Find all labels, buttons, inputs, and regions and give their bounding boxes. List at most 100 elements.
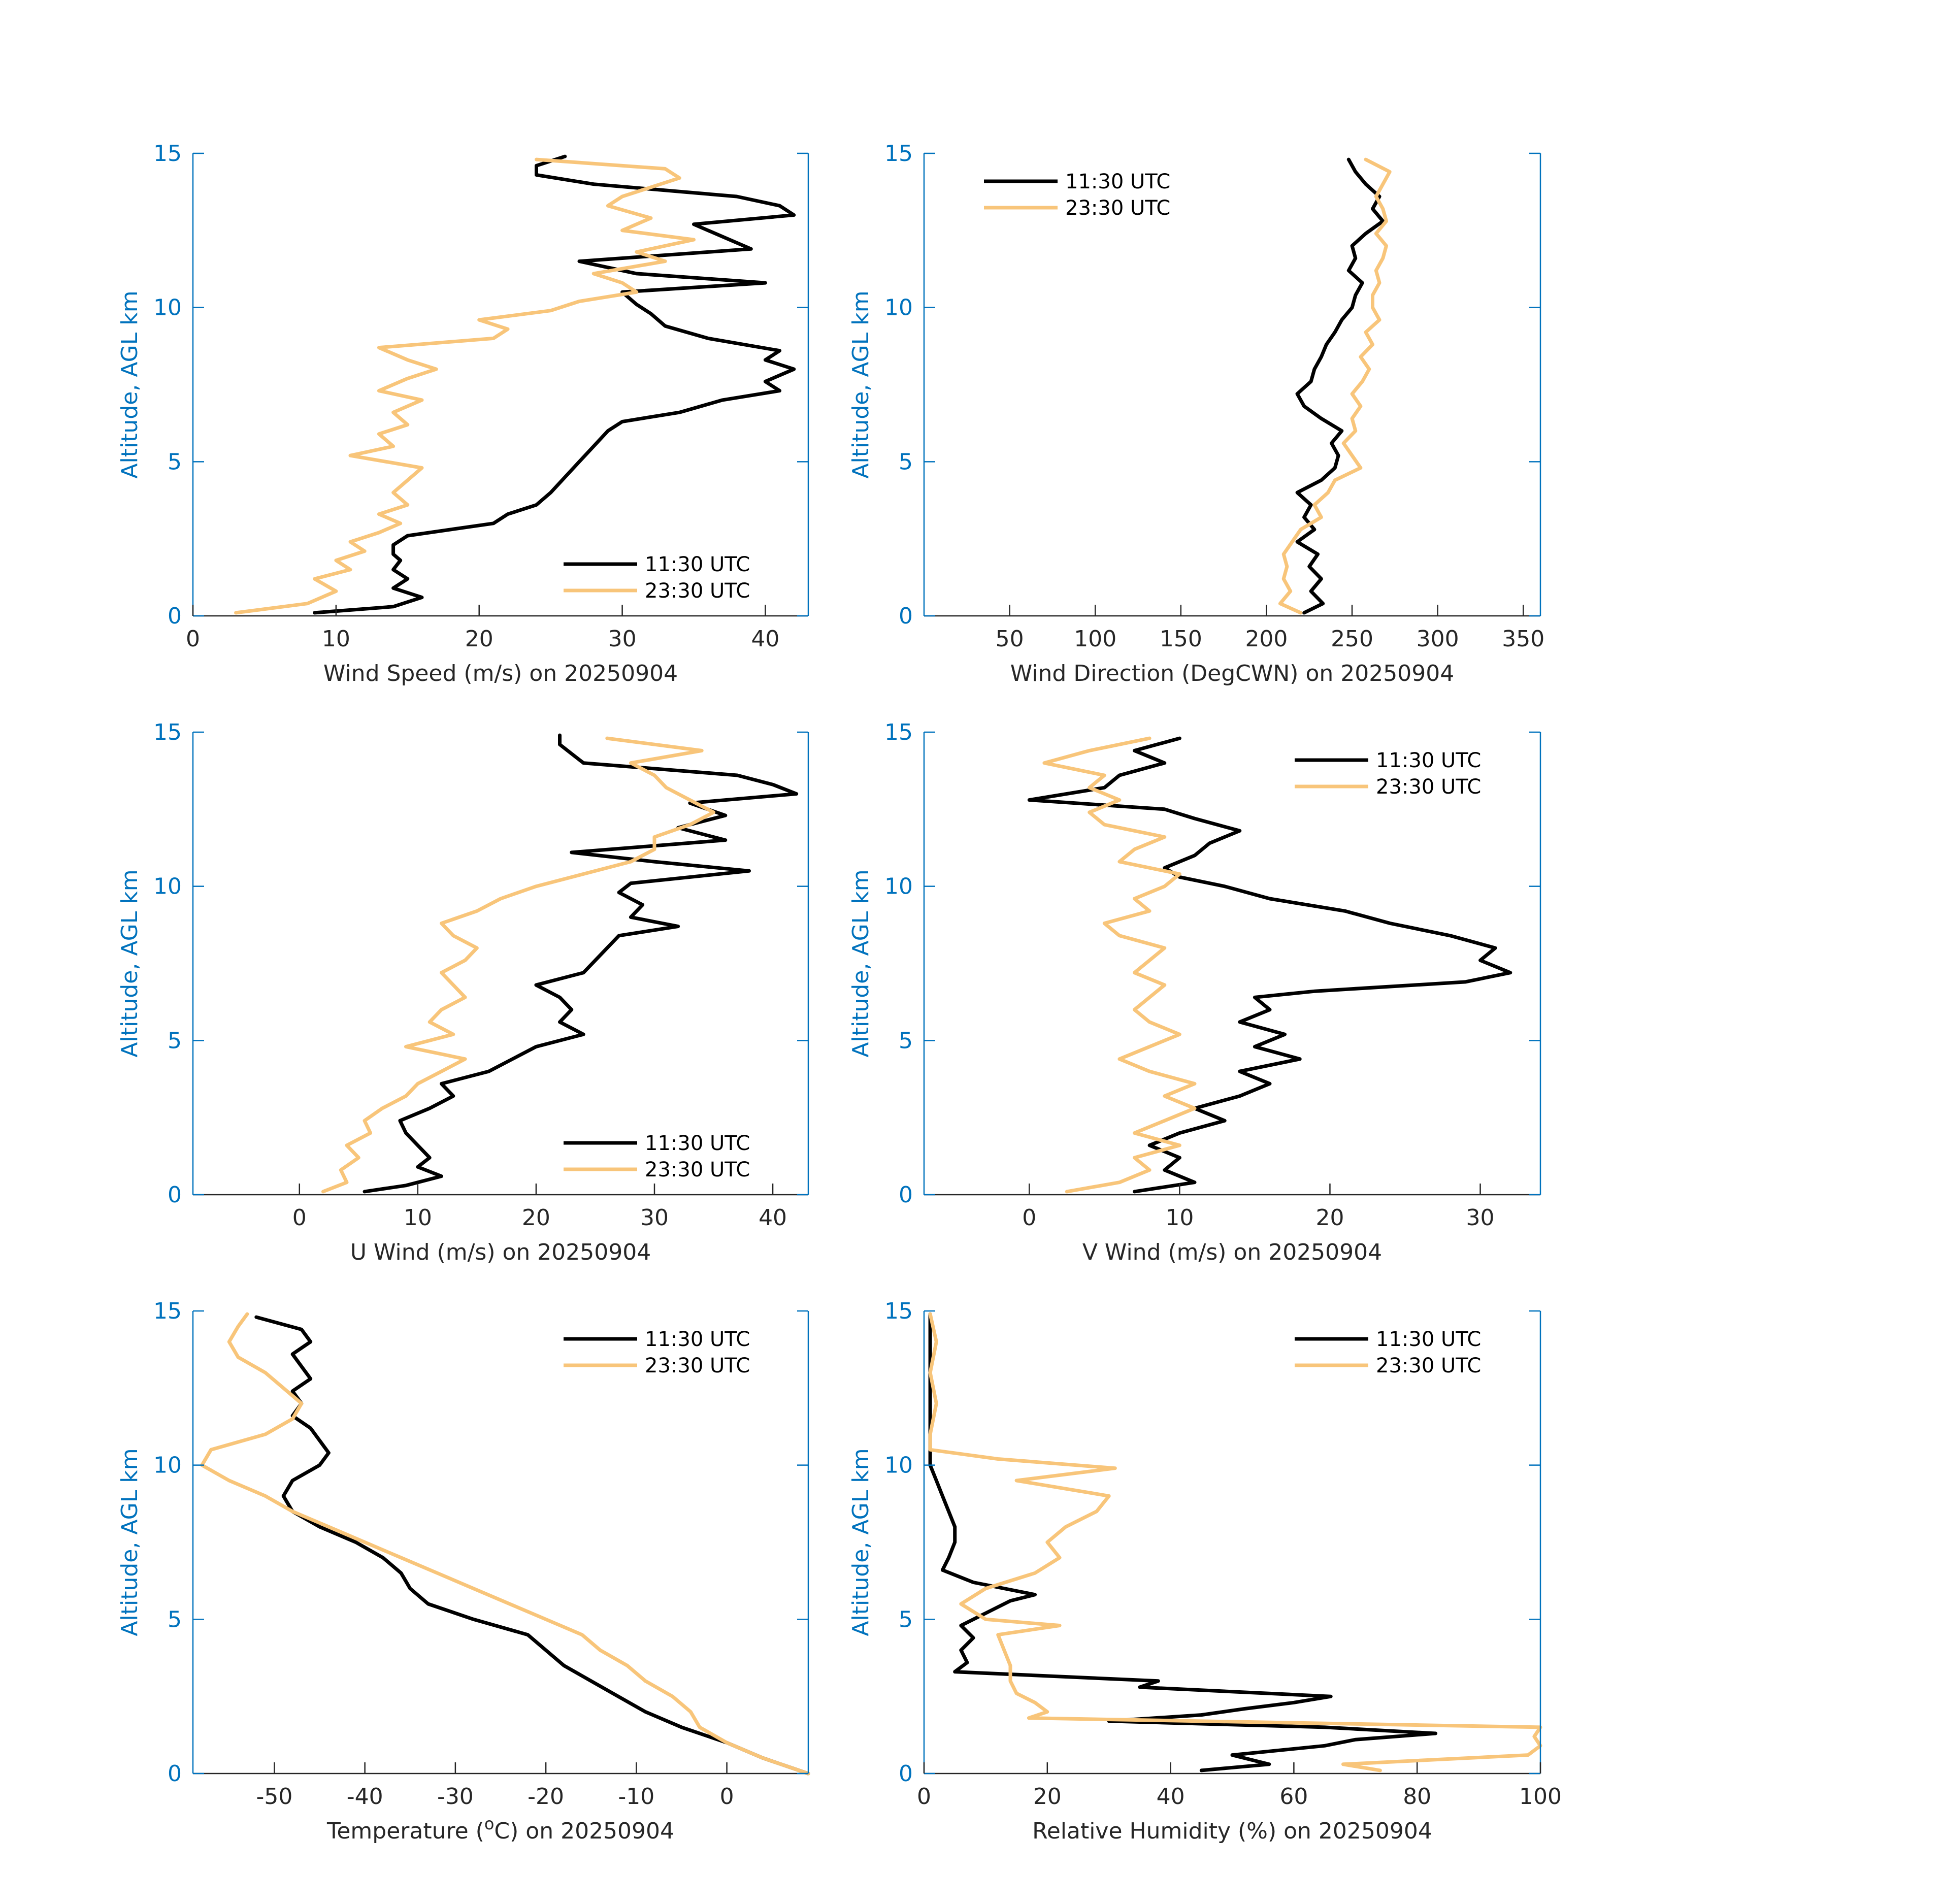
y-tick-label: 0 <box>168 1182 182 1208</box>
y-tick-label: 15 <box>153 141 182 167</box>
y-tick-label: 15 <box>884 1298 913 1324</box>
x-tick-label: 0 <box>1022 1205 1036 1231</box>
legend-label: 11:30 UTC <box>1376 749 1481 772</box>
y-tick-label: 0 <box>899 1182 913 1208</box>
series-line-1 <box>313 154 796 615</box>
legend: 11:30 UTC 23:30 UTC <box>1295 749 1481 799</box>
y-tick-label: 0 <box>899 603 913 629</box>
x-axis-label: Wind Direction (DegCWN) on 20250904 <box>1010 661 1454 686</box>
legend-label: 23:30 UTC <box>1376 775 1481 799</box>
y-tick-label: 15 <box>884 719 913 745</box>
x-tick-label: 40 <box>751 626 779 652</box>
y-tick-label: 10 <box>884 295 913 321</box>
series-line-1 <box>928 1312 1438 1772</box>
y-axis-label: Altitude, AGL km <box>117 869 143 1057</box>
legend-label: 23:30 UTC <box>645 1354 750 1377</box>
x-tick-label: 20 <box>465 626 493 652</box>
x-tick-label: -30 <box>437 1784 474 1810</box>
series-line-1 <box>363 733 799 1194</box>
y-axis-label: Altitude, AGL km <box>848 869 874 1057</box>
x-tick-label: 80 <box>1403 1784 1431 1810</box>
legend-label: 11:30 UTC <box>1065 170 1170 193</box>
y-tick-label: 5 <box>168 1606 182 1632</box>
y-tick-label: 0 <box>168 603 182 629</box>
y-axis-label: Altitude, AGL km <box>117 1448 143 1636</box>
series-line-2 <box>1278 157 1392 615</box>
x-tick-label: 10 <box>322 626 350 652</box>
chart-panel-5: 0 5 10 15 -50 -40 -30 -20 -10 0 Temperature (oC) o… <box>117 1298 810 1844</box>
legend-label: 23:30 UTC <box>645 579 750 603</box>
y-axis-label: Altitude, AGL km <box>848 290 874 478</box>
x-tick-label: 350 <box>1502 626 1544 652</box>
x-tick-label: 200 <box>1245 626 1288 652</box>
y-axis-label: Altitude, AGL km <box>848 1448 874 1636</box>
series-line-2 <box>321 736 715 1194</box>
y-tick-label: 15 <box>153 1298 182 1324</box>
x-tick-label: 30 <box>1466 1205 1495 1231</box>
x-tick-label: 250 <box>1331 626 1373 652</box>
x-tick-label: 10 <box>404 1205 432 1231</box>
legend-label: 11:30 UTC <box>645 1132 750 1155</box>
x-tick-label: 60 <box>1279 1784 1308 1810</box>
y-tick-label: 10 <box>153 874 182 900</box>
y-tick-label: 5 <box>899 449 913 475</box>
x-axis-label: Temperature (oC) on 20250904 <box>326 1814 674 1844</box>
series-line-1 <box>254 1315 810 1776</box>
chart-panel-2: 0 5 10 15 50 100 150 200 250 300 350 Wind Direction… <box>848 141 1544 686</box>
x-tick-label: 40 <box>1157 1784 1185 1810</box>
legend-label: 23:30 UTC <box>1376 1354 1481 1377</box>
chart-panel-6: 0 5 10 15 0 20 40 60 80 100 Relative Humidity (%) … <box>848 1298 1562 1844</box>
legend: 11:30 UTC 23:30 UTC <box>564 1328 750 1377</box>
x-tick-label: 20 <box>522 1205 550 1231</box>
y-tick-label: 10 <box>153 1453 182 1479</box>
x-axis-label: Relative Humidity (%) on 20250904 <box>1032 1818 1432 1844</box>
y-tick-label: 0 <box>168 1761 182 1787</box>
x-tick-label: 40 <box>759 1205 787 1231</box>
series-line-2 <box>928 1312 1542 1772</box>
legend-label: 11:30 UTC <box>645 553 750 576</box>
y-tick-label: 15 <box>884 141 913 167</box>
x-tick-label: 300 <box>1417 626 1459 652</box>
x-tick-label: 20 <box>1315 1205 1344 1231</box>
y-tick-label: 5 <box>899 1606 913 1632</box>
y-tick-label: 5 <box>168 1028 182 1054</box>
legend-label: 23:30 UTC <box>645 1158 750 1181</box>
x-tick-label: 100 <box>1074 626 1116 652</box>
y-tick-label: 10 <box>153 295 182 321</box>
series-line-2 <box>1042 736 1197 1194</box>
x-tick-label: 0 <box>186 626 200 652</box>
y-tick-label: 5 <box>899 1028 913 1054</box>
x-tick-label: -50 <box>256 1784 292 1810</box>
legend: 11:30 UTC 23:30 UTC <box>564 553 750 603</box>
x-tick-label: 30 <box>608 626 637 652</box>
x-tick-label: -10 <box>618 1784 654 1810</box>
series-line-1 <box>1295 157 1385 615</box>
series-line-1 <box>1027 736 1512 1194</box>
x-tick-label: -20 <box>528 1784 564 1810</box>
x-tick-label: 20 <box>1033 1784 1062 1810</box>
x-axis-label: V Wind (m/s) on 20250904 <box>1082 1239 1382 1265</box>
legend-label: 11:30 UTC <box>645 1328 750 1351</box>
y-tick-label: 15 <box>153 719 182 745</box>
series-line-2 <box>234 157 696 615</box>
y-tick-label: 10 <box>884 1453 913 1479</box>
chart-panel-4: 0 5 10 15 0 10 20 30 V Wind (m/s) on 20250904 Alt… <box>848 719 1541 1265</box>
x-tick-label: 150 <box>1160 626 1202 652</box>
chart-panel-3: 0 5 10 15 0 10 20 30 40 U Wind (m/s) on 20250904 A… <box>117 719 809 1265</box>
legend-label: 23:30 UTC <box>1065 196 1170 220</box>
series-line-2 <box>200 1312 810 1776</box>
legend-label: 11:30 UTC <box>1376 1328 1481 1351</box>
x-tick-label: 50 <box>996 626 1024 652</box>
x-tick-label: 0 <box>917 1784 931 1810</box>
x-tick-label: 0 <box>292 1205 307 1231</box>
x-tick-label: 30 <box>640 1205 669 1231</box>
legend: 11:30 UTC 23:30 UTC <box>564 1132 750 1181</box>
x-axis-label: Wind Speed (m/s) on 20250904 <box>323 661 678 686</box>
y-axis-label: Altitude, AGL km <box>117 290 143 478</box>
legend: 11:30 UTC 23:30 UTC <box>1295 1328 1481 1377</box>
x-tick-label: 0 <box>720 1784 734 1810</box>
y-tick-label: 5 <box>168 449 182 475</box>
x-axis-label: U Wind (m/s) on 20250904 <box>350 1239 651 1265</box>
legend: 11:30 UTC 23:30 UTC <box>984 170 1170 220</box>
